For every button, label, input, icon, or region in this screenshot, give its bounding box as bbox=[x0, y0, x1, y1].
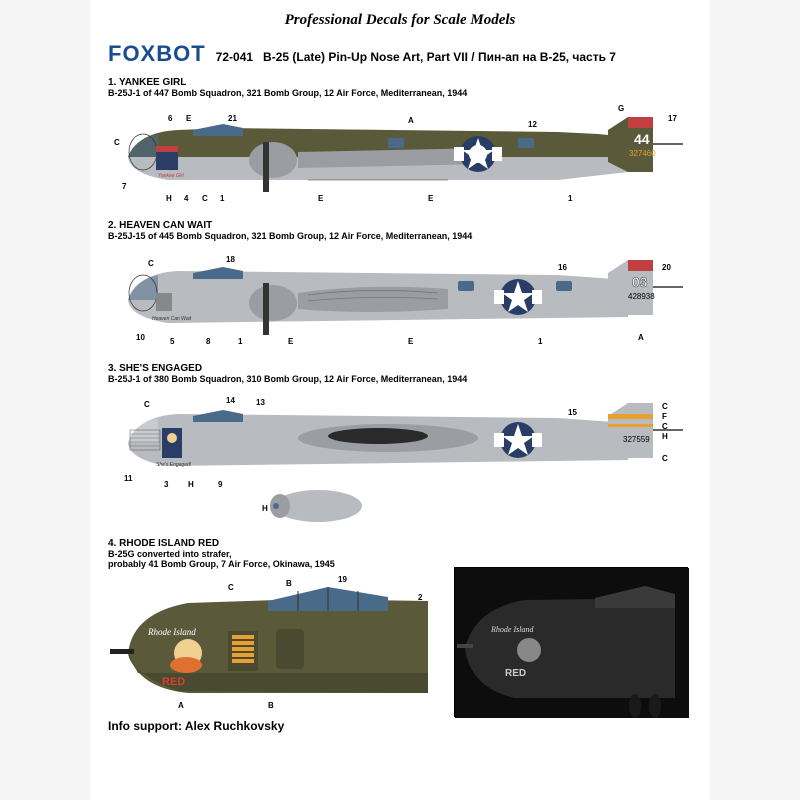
callout: H bbox=[166, 194, 172, 203]
reference-photo: Rhode Island RED bbox=[454, 567, 688, 717]
callout: 17 bbox=[668, 114, 677, 123]
callout: A bbox=[638, 333, 644, 342]
callout: 20 bbox=[662, 263, 671, 272]
callout: B bbox=[286, 579, 292, 588]
callout: C bbox=[662, 422, 668, 431]
callout: 13 bbox=[256, 398, 265, 407]
entry-4: 4. RHODE ISLAND RED B-25G converted into… bbox=[108, 538, 692, 713]
callout: C bbox=[662, 402, 668, 411]
page-header: Professional Decals for Scale Models bbox=[108, 12, 692, 29]
callout: C bbox=[662, 454, 668, 463]
callout: 1 bbox=[238, 337, 242, 346]
info-support: Info support: Alex Ruchkovsky bbox=[108, 719, 692, 733]
callout: H bbox=[662, 432, 668, 441]
callout: 11 bbox=[124, 474, 132, 483]
callout: A bbox=[408, 116, 414, 125]
serial-number: 428938 bbox=[628, 292, 655, 301]
aircraft-profile-4: Rhode Island RED C B 19 2 A B Rhode Isla… bbox=[108, 573, 692, 713]
callout: 4 bbox=[184, 194, 188, 203]
callout: B bbox=[268, 701, 274, 710]
callout: C bbox=[114, 138, 120, 147]
callout: 9 bbox=[218, 480, 222, 489]
callout: 21 bbox=[228, 114, 237, 123]
callout: 16 bbox=[558, 263, 567, 272]
callout: 3 bbox=[164, 480, 168, 489]
brand-logo: FOXBOT bbox=[108, 41, 206, 67]
serial-number: 327460 bbox=[629, 149, 656, 158]
serial-number: 327559 bbox=[623, 435, 650, 444]
tail-number: 03 bbox=[632, 274, 648, 290]
callout: 1 bbox=[220, 194, 224, 203]
callout: 8 bbox=[206, 337, 210, 346]
svg-text:RED: RED bbox=[162, 676, 185, 688]
callout: H bbox=[188, 480, 194, 489]
callout: E bbox=[318, 194, 323, 203]
aircraft-profile-3: 327559 She's Engaged! C 14 13 11 3 H 9 1… bbox=[108, 388, 692, 528]
entry-desc: B-25G converted into strafer, probably 4… bbox=[108, 549, 692, 569]
callout: 15 bbox=[568, 408, 577, 417]
callout: 18 bbox=[226, 255, 235, 264]
entry-name: YANKEE GIRL bbox=[119, 77, 186, 88]
product-code: 72-041 bbox=[216, 50, 253, 64]
callout: E bbox=[288, 337, 293, 346]
callout: 1 bbox=[538, 337, 542, 346]
callout: A bbox=[178, 701, 184, 710]
callout: C bbox=[148, 259, 154, 268]
callout: C bbox=[144, 400, 150, 409]
svg-text:Rhode Island: Rhode Island bbox=[147, 627, 196, 637]
svg-text:Heaven Can Wait: Heaven Can Wait bbox=[152, 316, 192, 322]
callout: G bbox=[618, 104, 624, 113]
callout: C bbox=[228, 583, 234, 592]
svg-text:Yankee Girl: Yankee Girl bbox=[158, 173, 185, 179]
callout: H bbox=[262, 504, 268, 513]
callout: C bbox=[202, 194, 208, 203]
aircraft-profile-2: 03 428938 Heaven Can Wait C 18 10 5 8 1 … bbox=[108, 245, 692, 353]
callout: 6 bbox=[168, 114, 172, 123]
entry-num: 1. bbox=[108, 77, 116, 88]
entry-num: 3. bbox=[108, 363, 116, 374]
tail-number: 44 bbox=[634, 131, 650, 147]
svg-text:She's Engaged!: She's Engaged! bbox=[156, 462, 192, 468]
aircraft-profile-1: 44 327460 Yankee Girl 6 E 21 A 12 G 17 bbox=[108, 102, 692, 210]
callout: 7 bbox=[122, 182, 126, 191]
callout: E bbox=[428, 194, 433, 203]
entry-num: 4. bbox=[108, 538, 116, 549]
entry-desc: B-25J-1 of 380 Bomb Squadron, 310 Bomb G… bbox=[108, 374, 692, 384]
callout: 19 bbox=[338, 575, 347, 584]
callout: 1 bbox=[568, 194, 572, 203]
entry-name: RHODE ISLAND RED bbox=[119, 538, 219, 549]
callout: 12 bbox=[528, 120, 537, 129]
entry-desc: B-25J-1 of 447 Bomb Squadron, 321 Bomb G… bbox=[108, 88, 692, 98]
entry-1: 1. YANKEE GIRL B-25J-1 of 447 Bomb Squad… bbox=[108, 77, 692, 210]
svg-text:RED: RED bbox=[505, 668, 526, 679]
callout: 14 bbox=[226, 396, 235, 405]
callout: E bbox=[186, 114, 191, 123]
callout: F bbox=[662, 412, 667, 421]
product-title: B-25 (Late) Pin-Up Nose Art, Part VII / … bbox=[263, 50, 616, 64]
entry-desc: B-25J-15 of 445 Bomb Squadron, 321 Bomb … bbox=[108, 231, 692, 241]
callout: 5 bbox=[170, 337, 174, 346]
callout: 10 bbox=[136, 333, 145, 342]
callout: 2 bbox=[418, 593, 422, 602]
entry-name: SHE'S ENGAGED bbox=[119, 363, 202, 374]
entry-2: 2. HEAVEN CAN WAIT B-25J-15 of 445 Bomb … bbox=[108, 220, 692, 353]
svg-text:Rhode Island: Rhode Island bbox=[490, 625, 534, 634]
entry-name: HEAVEN CAN WAIT bbox=[119, 220, 212, 231]
entry-num: 2. bbox=[108, 220, 116, 231]
callout: E bbox=[408, 337, 413, 346]
brand-row: FOXBOT 72-041 B-25 (Late) Pin-Up Nose Ar… bbox=[108, 41, 692, 67]
entry-3: 3. SHE'S ENGAGED B-25J-1 of 380 Bomb Squ… bbox=[108, 363, 692, 528]
